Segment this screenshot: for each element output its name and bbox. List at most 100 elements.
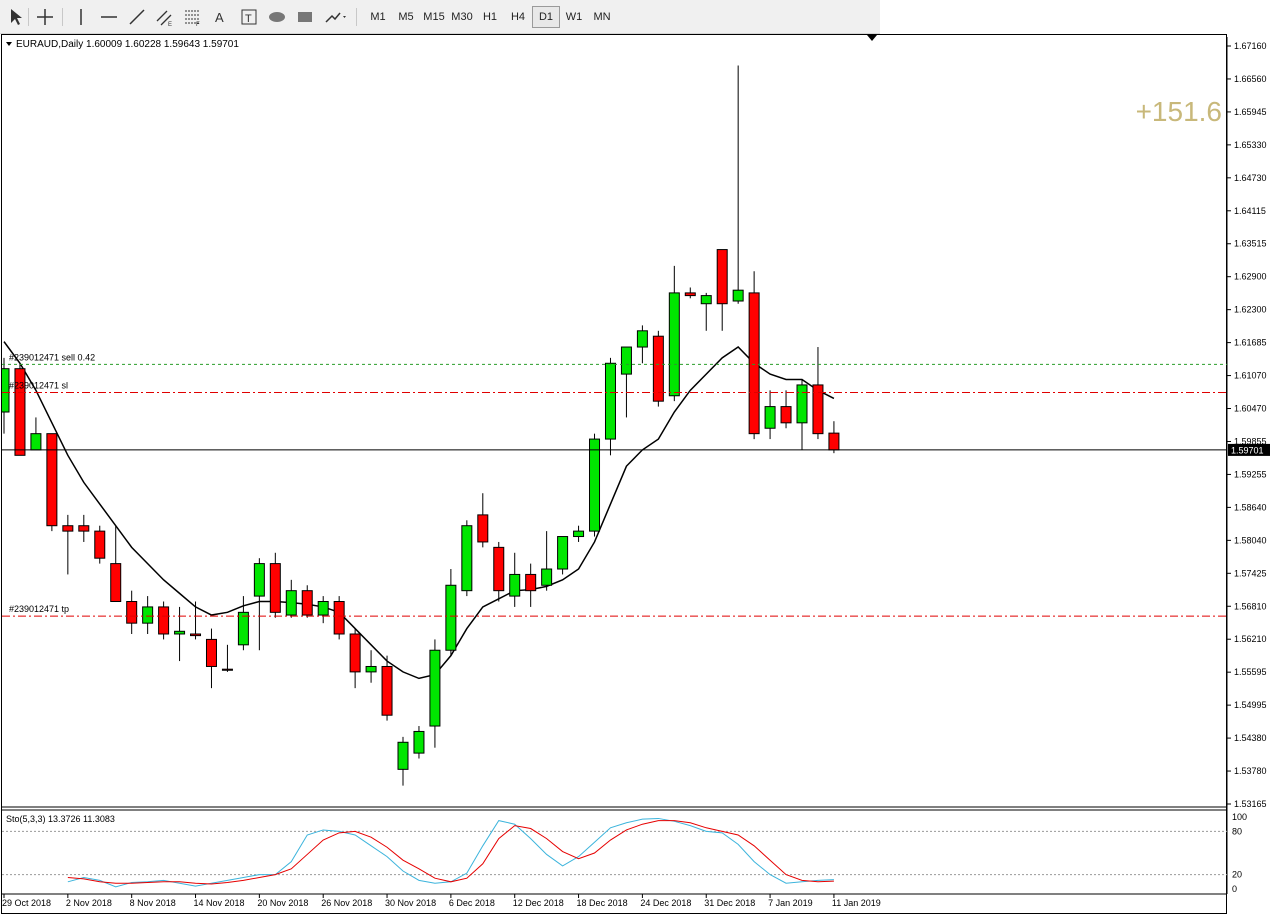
timeframe-m1-button[interactable]: M1 — [370, 11, 386, 23]
bull-candle-body — [732, 289, 744, 302]
candle — [237, 596, 249, 651]
timeframe-w1-button[interactable]: W1 — [565, 11, 583, 23]
bull-candle-body — [253, 563, 265, 597]
ellipse-tool-button[interactable] — [266, 6, 288, 28]
bull-candle-body — [30, 433, 42, 451]
stochastic-signal-line — [67, 820, 834, 885]
bull-candle-body — [509, 573, 521, 597]
bull-candle-body — [142, 606, 154, 624]
bull-candle-body — [700, 295, 712, 305]
candle — [78, 514, 90, 542]
timeframe-m5-button[interactable]: M5 — [398, 11, 414, 23]
candle — [94, 525, 106, 564]
price-axis-label: 1.54380 — [1234, 733, 1267, 743]
price-axis-label: 1.58640 — [1234, 502, 1267, 512]
bull-candle-body — [461, 525, 473, 592]
bear-candle-body — [716, 249, 728, 305]
chart-window[interactable]: EURAUD,Daily 1.60009 1.60228 1.59643 1.5… — [1, 34, 1270, 914]
candle — [14, 363, 26, 456]
text-tool-button[interactable]: A — [210, 6, 232, 28]
horizontal-line-tool-button[interactable] — [98, 6, 120, 28]
bull-candle-body — [636, 330, 648, 348]
price-axis-label: 1.57425 — [1234, 568, 1267, 578]
candle — [301, 585, 313, 618]
fibonacci-tool-button[interactable]: F — [182, 6, 204, 28]
rectangle-icon — [298, 12, 312, 22]
bear-candle-body — [812, 384, 824, 435]
candle — [158, 601, 170, 640]
toolbar-separator — [62, 8, 63, 26]
fibonacci-icon: F — [185, 10, 200, 27]
chart-shift-marker[interactable] — [867, 35, 877, 41]
price-axis-label: 1.61070 — [1234, 371, 1267, 381]
candle — [349, 628, 361, 689]
bull-candle-body — [365, 665, 377, 673]
date-axis-label: 24 Dec 2018 — [640, 898, 691, 908]
date-axis-label: 7 Jan 2019 — [768, 898, 813, 908]
timeframe-mn-button[interactable]: MN — [593, 11, 611, 23]
date-axis-label: 26 Nov 2018 — [321, 898, 372, 908]
equidistant-channel-tool-button[interactable]: E — [154, 6, 176, 28]
price-axis-label: 1.58040 — [1234, 535, 1267, 545]
oscillator-header: Sto(5,3,3) 13.3726 11.3083 — [6, 814, 115, 824]
crosshair-tool-button[interactable] — [34, 6, 56, 28]
bear-candle-body — [477, 514, 489, 543]
trendline-icon — [129, 9, 145, 25]
candle — [652, 330, 664, 407]
trendline-tool-button[interactable] — [126, 6, 148, 28]
candle — [461, 520, 473, 597]
timeframe-d1-button[interactable]: D1 — [532, 6, 560, 28]
candle — [30, 417, 42, 451]
bull-candle-body — [620, 346, 632, 375]
cursor-tool-button[interactable] — [6, 6, 28, 28]
candle — [700, 292, 712, 331]
timeframe-m15-button[interactable]: M15 — [423, 11, 445, 23]
date-axis-label: 12 Dec 2018 — [513, 898, 564, 908]
candle — [573, 525, 585, 542]
oscillator-level-label: 0 — [1232, 884, 1237, 894]
chart-toolbar: E F A T M1 M5 M15 M30 H1 H4 D1 W1 MN — [0, 0, 880, 34]
bear-candle-body — [652, 335, 664, 402]
candle — [780, 390, 792, 429]
price-axis-label: 1.66560 — [1234, 74, 1267, 84]
timeframe-m30-button[interactable]: M30 — [451, 11, 473, 23]
arrows-tool-button[interactable] — [322, 6, 350, 28]
candle — [589, 433, 601, 537]
horizontal-line-icon — [101, 16, 117, 18]
bull-candle-body — [557, 536, 569, 570]
price-axis-label: 1.63515 — [1234, 239, 1267, 249]
profit-display: +151.6 — [1136, 96, 1222, 127]
timeframe-h4-button[interactable]: H4 — [510, 11, 526, 23]
vertical-line-tool-button[interactable] — [70, 6, 92, 28]
price-axis-label: 1.65330 — [1234, 140, 1267, 150]
candle — [748, 271, 760, 440]
toolbar-separator — [356, 8, 357, 26]
price-axis-label: 1.53165 — [1234, 799, 1267, 809]
candle — [142, 596, 154, 634]
chart-canvas[interactable]: EURAUD,Daily 1.60009 1.60228 1.59643 1.5… — [2, 35, 1276, 915]
price-axis-label: 1.53780 — [1234, 766, 1267, 776]
bull-candle-body — [317, 601, 329, 616]
trade-entry-label: #239012471 sell 0.42 — [9, 352, 95, 362]
candle — [684, 287, 696, 299]
bear-candle-body — [684, 292, 696, 297]
price-axis-label: 1.67160 — [1234, 41, 1267, 51]
candle — [541, 531, 553, 591]
text-label-tool-button[interactable]: T — [238, 6, 260, 28]
rectangle-tool-button[interactable] — [294, 6, 316, 28]
candle — [110, 525, 122, 603]
price-axis-label: 1.54995 — [1234, 700, 1267, 710]
candle — [604, 357, 616, 456]
bull-candle-body — [2, 368, 10, 413]
candle — [796, 379, 808, 450]
bear-candle-body — [381, 665, 393, 716]
bear-candle-body — [828, 432, 840, 451]
price-axis-label: 1.55595 — [1234, 667, 1267, 677]
timeframe-h1-button[interactable]: H1 — [482, 11, 498, 23]
candle — [46, 433, 58, 532]
candle — [668, 265, 680, 402]
candle — [620, 346, 632, 418]
candle — [557, 536, 569, 575]
collapse-arrow-icon[interactable] — [6, 42, 12, 46]
date-axis-label: 18 Dec 2018 — [577, 898, 628, 908]
